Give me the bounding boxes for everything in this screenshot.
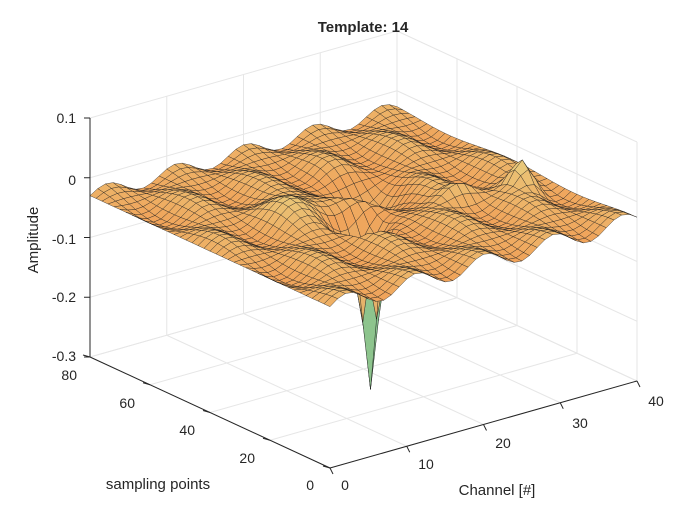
- x-tick-label: 40: [648, 393, 664, 409]
- axis-lines: [82, 117, 641, 475]
- surface-mesh: [89, 104, 638, 390]
- x-tick-label: 20: [495, 435, 511, 451]
- grid-line: [89, 90, 398, 179]
- y-tick-label: 20: [239, 450, 255, 466]
- grid-line: [209, 325, 518, 413]
- y-tick-label: 60: [119, 395, 135, 411]
- z-tick-label: 0: [68, 172, 76, 188]
- grid-line: [396, 90, 638, 203]
- y-tick: [262, 437, 271, 441]
- y-tick: [322, 465, 331, 469]
- x-tick: [406, 446, 411, 453]
- y-tick-label: 40: [179, 422, 195, 438]
- z-tick-label: -0.1: [52, 231, 76, 247]
- x-tick-label: 30: [572, 415, 588, 431]
- y-tick-label: 80: [61, 367, 77, 383]
- y-tick: [142, 382, 151, 386]
- x-tick: [329, 467, 334, 475]
- x-tick: [483, 424, 487, 431]
- y-axis-label: sampling points: [106, 476, 210, 493]
- grid-line: [269, 352, 578, 441]
- x-tick-label: 10: [418, 456, 434, 472]
- x-tick: [559, 402, 564, 409]
- y-tick-label: 0: [306, 477, 314, 493]
- x-tick-label: 0: [341, 477, 349, 493]
- grid-line: [149, 297, 458, 386]
- chart-title: Template: 14: [318, 19, 409, 36]
- x-axis-label: Channel [#]: [459, 482, 536, 499]
- z-tick-label: 0.1: [57, 110, 77, 126]
- z-tick-label: -0.2: [52, 289, 76, 305]
- z-axis-label: Amplitude: [25, 207, 42, 274]
- z-tick-label: -0.3: [52, 348, 76, 364]
- y-tick: [202, 410, 211, 413]
- x-tick: [636, 380, 641, 388]
- surface-patch: [323, 295, 339, 308]
- grid-line: [396, 30, 638, 143]
- grid-line: [89, 30, 398, 119]
